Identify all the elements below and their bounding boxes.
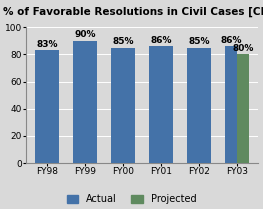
Bar (35, 50, 59, 163)
Bar (187, 47, 211, 163)
Bar (225, 46, 237, 163)
Text: 86%: 86% (220, 36, 241, 45)
Bar (73, 41, 97, 163)
Text: 80%: 80% (232, 44, 254, 53)
Text: % of Favorable Resolutions in Civil Cases [CIV, EOUSA]: % of Favorable Resolutions in Civil Case… (3, 6, 263, 17)
Bar (237, 54, 249, 163)
Bar (149, 46, 173, 163)
Text: 83%: 83% (36, 40, 58, 49)
Bar (111, 47, 135, 163)
Text: 85%: 85% (112, 37, 134, 46)
Text: 90%: 90% (74, 30, 96, 39)
Text: 85%: 85% (188, 37, 210, 46)
Legend: Actual, Projected: Actual, Projected (67, 194, 196, 204)
Text: 86%: 86% (150, 36, 172, 45)
